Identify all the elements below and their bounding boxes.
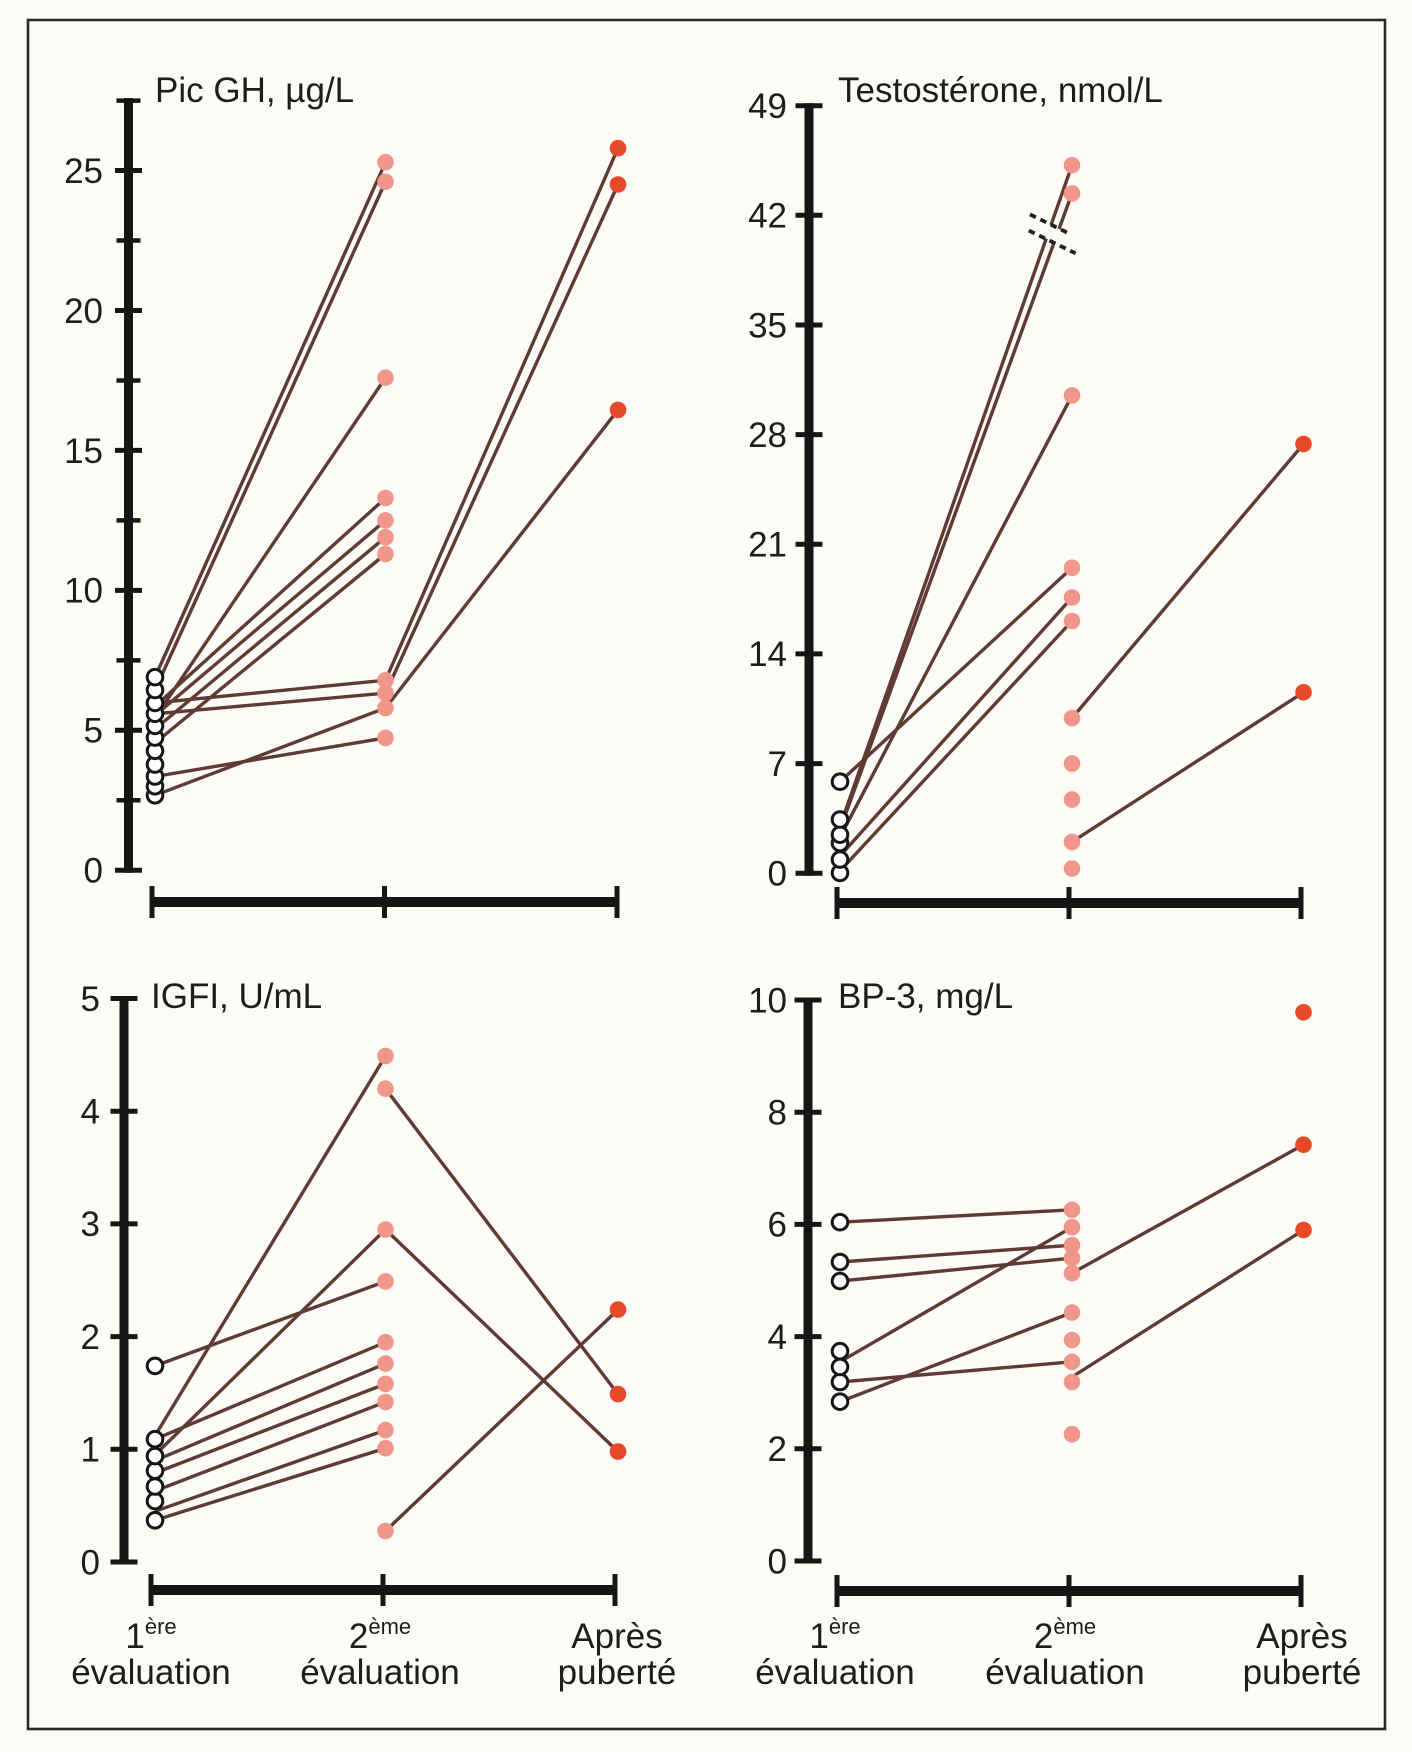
svg-text:0: 0 <box>768 1542 787 1581</box>
svg-text:1: 1 <box>81 1431 100 1470</box>
svg-text:0: 0 <box>768 855 787 894</box>
svg-text:évaluation: évaluation <box>755 1653 915 1692</box>
svg-text:6: 6 <box>768 1206 787 1245</box>
svg-text:Testostérone, nmol/L: Testostérone, nmol/L <box>838 71 1163 110</box>
svg-text:évaluation: évaluation <box>985 1653 1145 1692</box>
svg-text:21: 21 <box>748 526 787 565</box>
svg-text:5: 5 <box>81 980 100 1019</box>
svg-text:IGFI, U/mL: IGFI, U/mL <box>151 977 322 1016</box>
svg-text:évaluation: évaluation <box>71 1653 231 1692</box>
svg-text:puberté: puberté <box>558 1653 677 1692</box>
svg-text:0: 0 <box>84 852 103 891</box>
svg-text:14: 14 <box>748 635 787 674</box>
svg-text:Après: Après <box>571 1617 662 1656</box>
svg-text:4: 4 <box>768 1318 787 1357</box>
svg-text:10: 10 <box>748 981 787 1020</box>
svg-text:7: 7 <box>768 745 787 784</box>
svg-text:10: 10 <box>64 572 103 611</box>
svg-text:2: 2 <box>768 1430 787 1469</box>
svg-text:49: 49 <box>748 87 787 126</box>
svg-text:8: 8 <box>768 1094 787 1133</box>
svg-text:3: 3 <box>81 1205 100 1244</box>
svg-text:28: 28 <box>748 416 787 455</box>
svg-text:4: 4 <box>81 1093 100 1132</box>
svg-text:20: 20 <box>64 292 103 331</box>
svg-text:15: 15 <box>64 432 103 471</box>
svg-text:évaluation: évaluation <box>300 1653 460 1692</box>
svg-text:2: 2 <box>81 1318 100 1357</box>
svg-text:BP-3, mg/L: BP-3, mg/L <box>838 977 1013 1016</box>
svg-text:Après: Après <box>1256 1617 1347 1656</box>
svg-text:42: 42 <box>748 197 787 236</box>
svg-text:Pic GH, µg/L: Pic GH, µg/L <box>155 71 354 110</box>
svg-text:35: 35 <box>748 306 787 345</box>
svg-text:puberté: puberté <box>1243 1653 1362 1692</box>
svg-text:0: 0 <box>81 1543 100 1582</box>
svg-text:5: 5 <box>84 712 103 751</box>
svg-text:25: 25 <box>64 152 103 191</box>
